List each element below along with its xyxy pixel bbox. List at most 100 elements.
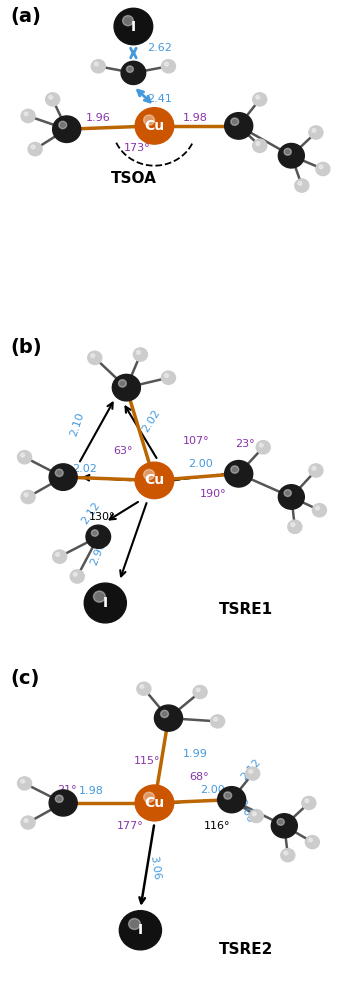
- Circle shape: [211, 715, 225, 728]
- Text: (c): (c): [11, 670, 40, 688]
- Circle shape: [49, 790, 77, 816]
- Circle shape: [256, 141, 260, 145]
- Text: 2.10: 2.10: [69, 410, 86, 437]
- Text: 2.06: 2.06: [235, 798, 255, 825]
- Circle shape: [193, 685, 207, 698]
- Circle shape: [56, 553, 60, 557]
- Circle shape: [21, 491, 35, 503]
- Text: 3.06: 3.06: [148, 855, 161, 881]
- Text: 23°: 23°: [235, 439, 255, 449]
- Text: 116°: 116°: [204, 821, 230, 831]
- Circle shape: [298, 182, 302, 185]
- Text: Cu: Cu: [144, 474, 165, 488]
- Circle shape: [312, 467, 316, 470]
- Circle shape: [86, 525, 111, 548]
- Circle shape: [91, 354, 95, 358]
- Circle shape: [154, 705, 183, 731]
- Circle shape: [253, 93, 267, 106]
- Circle shape: [24, 493, 28, 496]
- Circle shape: [319, 165, 323, 169]
- Text: 177°: 177°: [117, 821, 143, 831]
- Circle shape: [271, 814, 297, 838]
- Text: 115°: 115°: [134, 756, 161, 765]
- Circle shape: [24, 112, 28, 116]
- Circle shape: [91, 530, 98, 536]
- Circle shape: [114, 8, 153, 45]
- Circle shape: [55, 795, 63, 802]
- Text: (a): (a): [11, 7, 41, 26]
- Text: 1.98: 1.98: [79, 786, 104, 796]
- Circle shape: [246, 767, 260, 780]
- Circle shape: [165, 374, 168, 378]
- Circle shape: [284, 490, 291, 496]
- Circle shape: [225, 461, 253, 487]
- Text: 190°: 190°: [200, 489, 227, 499]
- Circle shape: [295, 179, 309, 192]
- Text: 63°: 63°: [113, 446, 133, 456]
- Circle shape: [46, 93, 60, 106]
- Circle shape: [18, 451, 32, 464]
- Circle shape: [119, 380, 126, 387]
- Text: 130°: 130°: [88, 512, 115, 522]
- Circle shape: [259, 443, 263, 447]
- Circle shape: [73, 573, 77, 577]
- Circle shape: [135, 785, 174, 821]
- Circle shape: [309, 126, 323, 139]
- Circle shape: [309, 839, 312, 842]
- Text: Cu: Cu: [144, 119, 165, 133]
- Circle shape: [165, 62, 168, 66]
- Circle shape: [312, 503, 326, 517]
- Circle shape: [70, 570, 84, 584]
- Text: 2.02: 2.02: [72, 464, 97, 474]
- Circle shape: [224, 792, 232, 799]
- Circle shape: [53, 550, 67, 564]
- Circle shape: [196, 688, 200, 691]
- Circle shape: [126, 66, 133, 72]
- Circle shape: [93, 591, 105, 602]
- Text: I: I: [103, 596, 108, 610]
- Circle shape: [281, 849, 295, 861]
- Circle shape: [161, 710, 168, 718]
- Circle shape: [49, 464, 77, 491]
- Text: 21°: 21°: [58, 785, 77, 795]
- Circle shape: [137, 682, 151, 695]
- Circle shape: [214, 717, 218, 721]
- Circle shape: [316, 162, 330, 176]
- Text: TSRE1: TSRE1: [219, 602, 273, 617]
- Circle shape: [133, 348, 147, 361]
- Text: 1.99: 1.99: [183, 749, 207, 759]
- Text: 2.00: 2.00: [200, 785, 225, 795]
- Circle shape: [277, 819, 284, 826]
- Circle shape: [94, 62, 98, 66]
- Circle shape: [305, 836, 319, 849]
- Text: I: I: [138, 924, 143, 938]
- Circle shape: [284, 148, 291, 155]
- Circle shape: [122, 16, 133, 26]
- Circle shape: [291, 523, 295, 526]
- Circle shape: [119, 911, 161, 949]
- Circle shape: [140, 684, 144, 688]
- Circle shape: [249, 809, 263, 823]
- Circle shape: [21, 453, 25, 457]
- Circle shape: [135, 462, 174, 498]
- Text: TSRE2: TSRE2: [219, 943, 273, 957]
- Text: 1.98: 1.98: [183, 113, 207, 123]
- Text: TSOA: TSOA: [111, 171, 156, 186]
- Circle shape: [305, 799, 309, 803]
- Text: I: I: [131, 20, 136, 34]
- Circle shape: [144, 470, 154, 480]
- Circle shape: [302, 796, 316, 809]
- Circle shape: [252, 812, 256, 816]
- Circle shape: [218, 786, 246, 813]
- Circle shape: [316, 506, 319, 510]
- Circle shape: [24, 819, 28, 822]
- Circle shape: [21, 110, 35, 123]
- Text: 1.96: 1.96: [86, 113, 111, 123]
- Circle shape: [278, 143, 304, 168]
- Circle shape: [256, 95, 260, 99]
- Circle shape: [31, 145, 35, 148]
- Text: 2.00: 2.00: [188, 459, 212, 469]
- Circle shape: [21, 816, 35, 829]
- Circle shape: [253, 139, 267, 152]
- Circle shape: [231, 466, 239, 474]
